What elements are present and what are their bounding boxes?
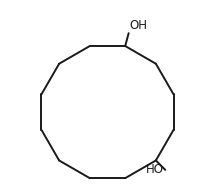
Text: HO: HO [146,163,164,176]
Text: OH: OH [130,19,147,32]
